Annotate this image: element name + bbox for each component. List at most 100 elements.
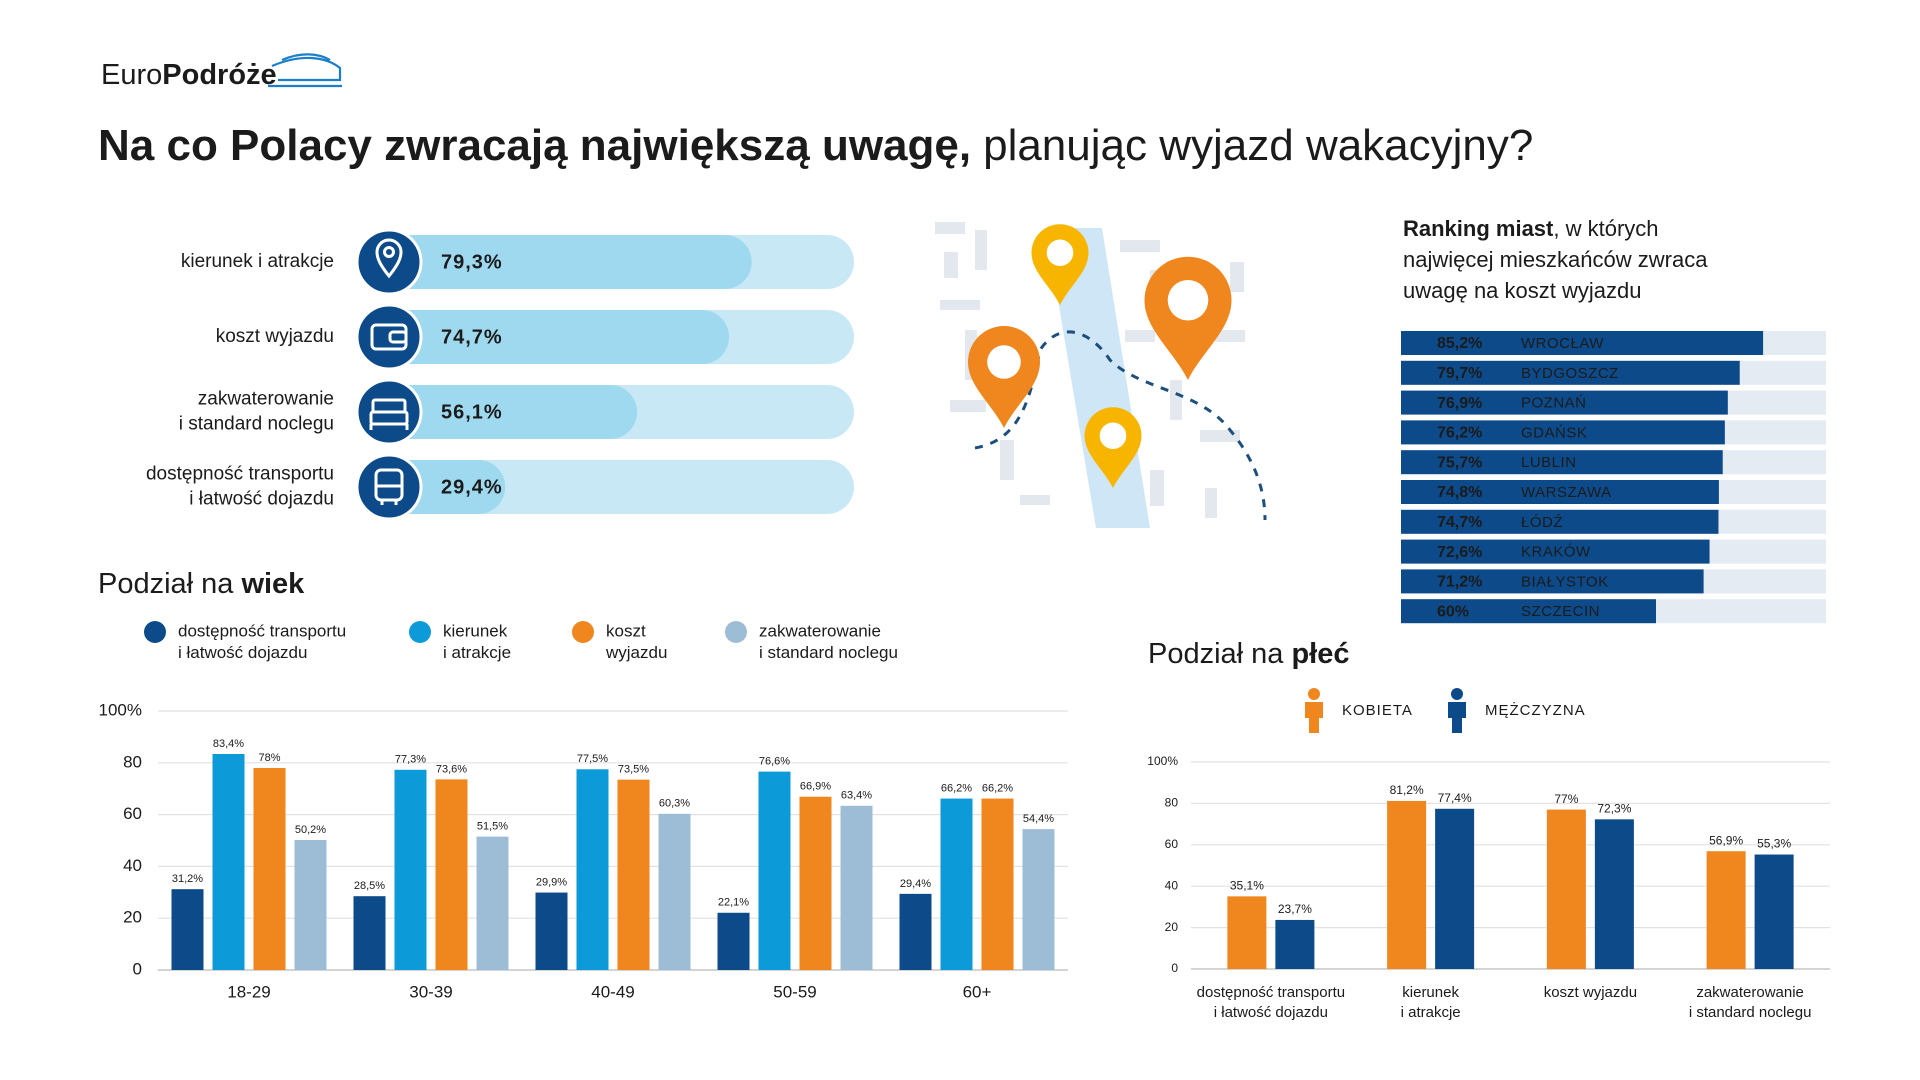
title-bold: Na co Polacy zwracają największą uwagę, — [98, 121, 971, 170]
logo-graphic — [268, 53, 342, 88]
bar — [1435, 808, 1475, 969]
bar — [253, 767, 286, 970]
chart-title-regular: Podział na — [98, 568, 234, 600]
value-label: 76,6% — [759, 756, 790, 768]
value-label: 60% — [1437, 603, 1469, 620]
bar — [535, 892, 568, 970]
category-label: KRAKÓW — [1521, 544, 1591, 561]
value-label: 73,6% — [436, 763, 467, 775]
legend-marker — [144, 621, 166, 643]
y-tick-label: 80 — [123, 752, 142, 771]
bar — [940, 798, 973, 970]
value-label: 78% — [258, 752, 280, 764]
bar — [1227, 896, 1267, 969]
bar — [171, 889, 204, 970]
value-label: 74,8% — [1437, 484, 1482, 501]
bar — [717, 912, 750, 970]
bar — [576, 769, 609, 970]
bar — [1754, 854, 1794, 969]
bar — [1401, 480, 1719, 504]
legend-marker — [1308, 688, 1320, 700]
category-label: LUBLIN — [1521, 454, 1577, 471]
category-label: BIAŁYSTOK — [1521, 573, 1609, 590]
logo-part: Podróże — [162, 59, 276, 91]
chart-title-bold: Ranking miast — [1403, 216, 1554, 241]
value-label: 63,4% — [841, 790, 872, 802]
legend-marker — [1451, 688, 1463, 700]
value-label: 28,5% — [354, 880, 385, 892]
bar — [840, 805, 873, 970]
value-label: 29,4% — [900, 878, 931, 890]
bar — [981, 798, 1014, 970]
value-label: 66,2% — [982, 782, 1013, 794]
bar — [435, 779, 468, 970]
value-label: 79,7% — [1437, 365, 1482, 382]
value-label: 75,7% — [1437, 454, 1482, 471]
value-label: 81,2% — [1390, 783, 1424, 797]
bar — [1401, 599, 1656, 624]
value-label: 77% — [1554, 792, 1578, 806]
y-tick-label: 100% — [99, 700, 142, 719]
y-tick-label: 0 — [1171, 961, 1178, 975]
category-label: WROCŁAW — [1521, 335, 1604, 352]
logo: EuroPodróże — [101, 59, 277, 91]
value-label: 66,2% — [941, 782, 972, 794]
bar — [394, 769, 427, 970]
legend-marker — [409, 621, 431, 643]
category-label: GDAŃSK — [1521, 424, 1587, 441]
bar — [899, 893, 932, 970]
legend-marker — [572, 621, 594, 643]
category-label: WARSZAWA — [1521, 484, 1612, 501]
bar — [799, 796, 832, 970]
bar — [1401, 420, 1725, 445]
bar — [1546, 809, 1586, 969]
value-label: 51,5% — [477, 821, 508, 833]
chart-title-regular: Podział na — [1148, 638, 1284, 670]
legend-marker — [725, 621, 747, 643]
bar — [1401, 569, 1704, 594]
category-label: koszt wyjazdu — [216, 326, 334, 347]
value-label: 76,9% — [1437, 395, 1482, 412]
bar — [1401, 539, 1710, 564]
bar — [294, 839, 327, 970]
y-tick-label: 60 — [1165, 837, 1179, 851]
y-tick-label: 20 — [123, 908, 142, 927]
icons — [369, 238, 409, 505]
bar — [658, 813, 691, 970]
map-illustration — [935, 222, 1267, 528]
category-label: POZNAŃ — [1521, 395, 1587, 412]
value-label: 35,1% — [1230, 879, 1264, 893]
value-label: 54,4% — [1023, 813, 1054, 825]
y-tick-label: 80 — [1165, 796, 1179, 810]
bar — [1401, 509, 1719, 534]
value-label: 50,2% — [295, 824, 326, 836]
bar — [360, 310, 730, 364]
bar — [758, 771, 791, 970]
value-label: 85,2% — [1437, 335, 1482, 352]
bar — [1401, 360, 1740, 385]
bar — [617, 779, 650, 970]
bar — [360, 385, 638, 439]
value-label: 72,6% — [1437, 544, 1482, 561]
legend-marker — [1305, 702, 1323, 733]
value-label: 74,7% — [441, 326, 503, 348]
y-tick-label: 40 — [123, 856, 142, 875]
value-label: 31,2% — [172, 873, 203, 885]
bar — [1275, 919, 1315, 969]
bar — [476, 836, 509, 970]
value-label: 77,5% — [577, 753, 608, 765]
legend-marker — [1448, 702, 1466, 733]
value-label: 74,7% — [1437, 514, 1482, 531]
value-label: 29,9% — [536, 876, 567, 888]
bar — [1022, 829, 1055, 970]
value-label: 79,3% — [441, 251, 503, 273]
value-label: 55,3% — [1757, 837, 1791, 851]
x-tick-label: 50-59 — [773, 982, 816, 1001]
x-tick-label: 40-49 — [591, 982, 634, 1001]
value-label: 72,3% — [1597, 802, 1631, 816]
value-label: 83,4% — [213, 738, 244, 750]
y-tick-label: 20 — [1165, 920, 1179, 934]
y-tick-label: 60 — [123, 804, 142, 823]
bar — [212, 753, 245, 970]
